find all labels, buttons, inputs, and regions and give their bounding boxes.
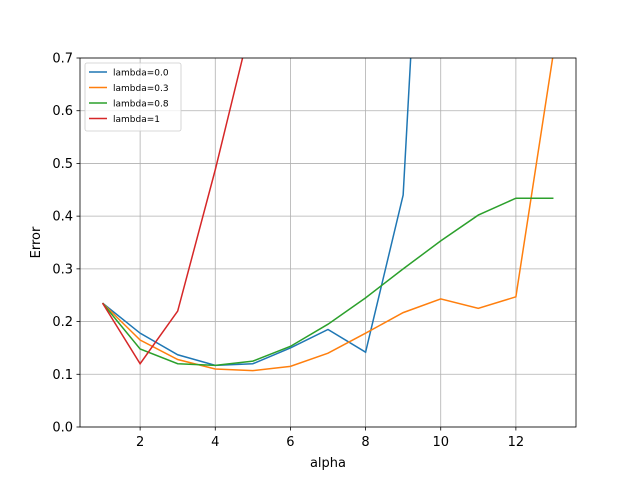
- legend-box: [84, 62, 182, 132]
- x-tick-label: 2: [136, 435, 144, 450]
- series-line: [101, 58, 244, 366]
- y-tick-label: 0.7: [52, 52, 73, 67]
- y-tick-label: 0.2: [52, 315, 73, 330]
- series-line: [102, 58, 412, 367]
- legend-label: lambda=0.3: [113, 84, 169, 94]
- y-tick-label: 0.1: [52, 368, 73, 383]
- plot-frame: [79, 57, 577, 428]
- legend-label: lambda=1: [113, 115, 160, 125]
- y-tick-label: 0.6: [52, 104, 73, 119]
- y-tick-label: 0.5: [52, 157, 73, 172]
- x-axis-label: alpha: [310, 456, 346, 471]
- series-line: [101, 197, 554, 367]
- y-axis-label: Error: [29, 226, 44, 258]
- series-line: [102, 58, 554, 372]
- y-tick-label: 0.3: [52, 262, 73, 277]
- x-tick-label: 4: [211, 435, 219, 450]
- x-tick-label: 6: [286, 435, 294, 450]
- x-tick-label: 12: [508, 435, 525, 450]
- legend-label: lambda=0.0: [113, 69, 169, 79]
- y-tick-label: 0.4: [52, 210, 73, 225]
- x-tick-label: 10: [432, 435, 449, 450]
- y-tick-label: 0.0: [52, 421, 73, 436]
- legend-label: lambda=0.8: [113, 100, 169, 110]
- x-tick-label: 8: [361, 435, 369, 450]
